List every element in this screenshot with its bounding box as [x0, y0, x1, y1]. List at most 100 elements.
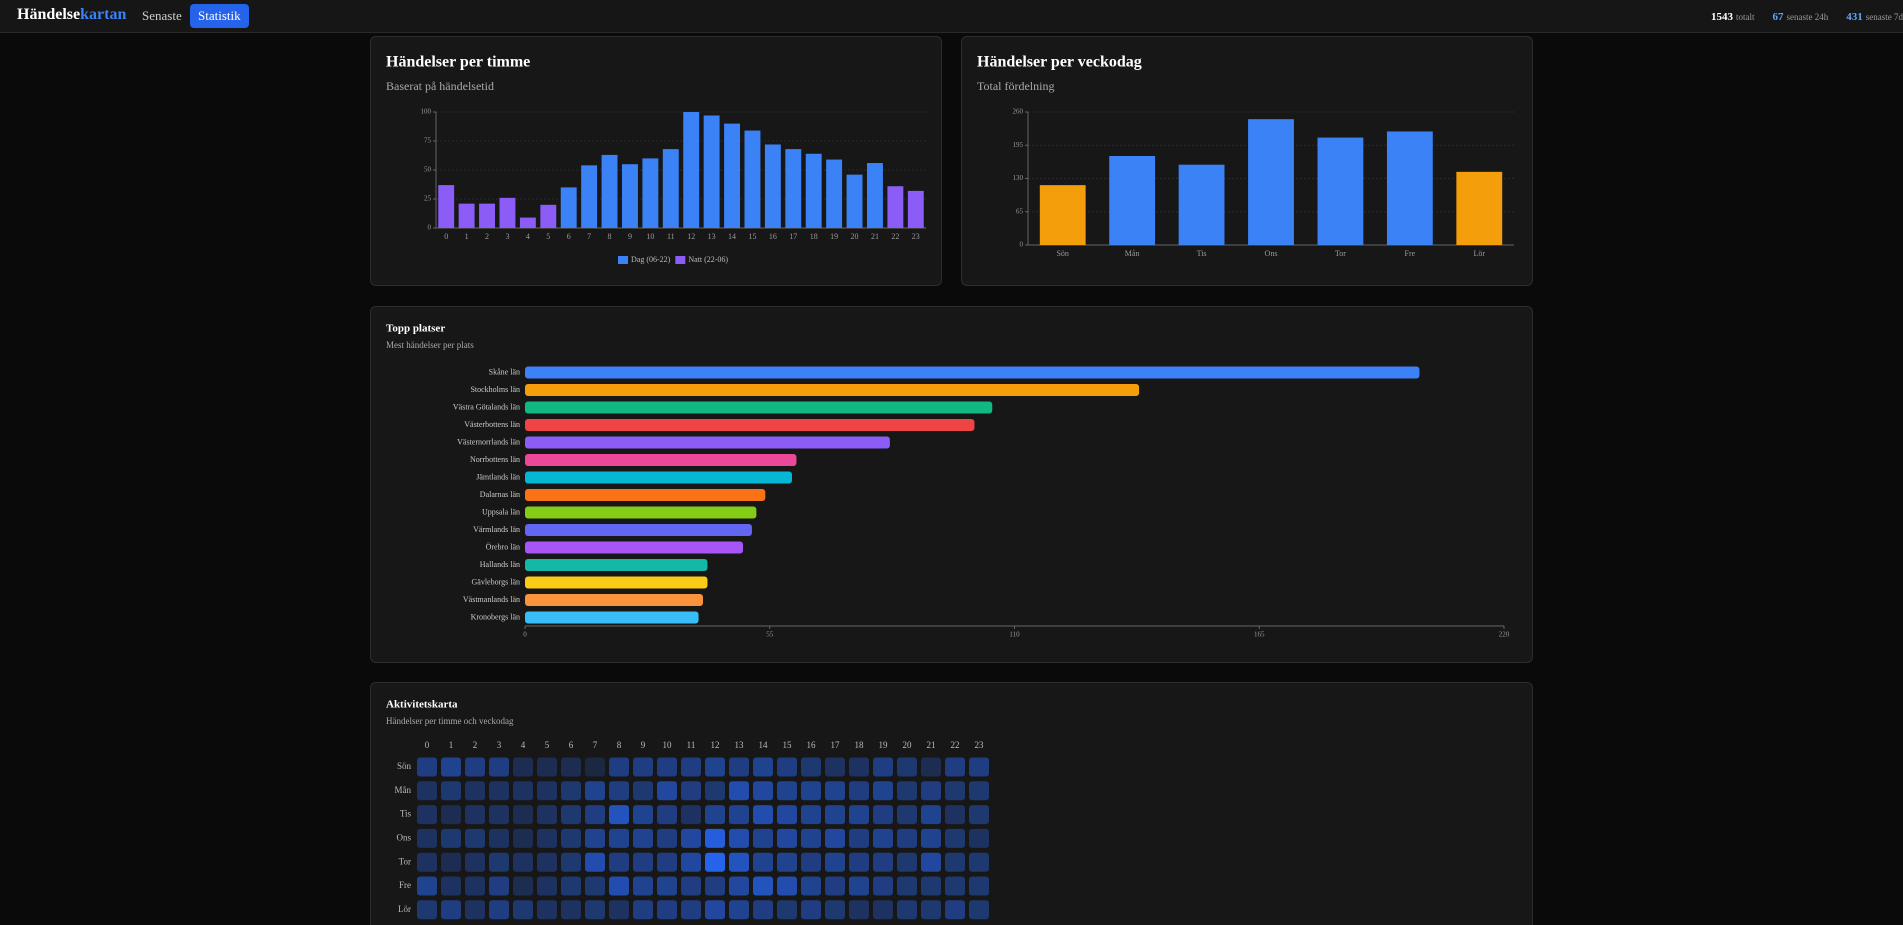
heat-cell: [921, 900, 941, 920]
heat-cell: [465, 900, 485, 920]
heat-cell: [849, 805, 869, 825]
heat-cell: [969, 876, 989, 896]
heat-cell: [513, 805, 533, 825]
heat-cell: [825, 852, 845, 872]
x-tick-label: 110: [1009, 631, 1020, 639]
heat-cell: [777, 781, 797, 801]
heat-cell: [969, 781, 989, 801]
bar: [525, 384, 1140, 396]
chart-subtitle: Händelser per timme och veckodag: [386, 716, 514, 726]
bar: [764, 144, 781, 228]
heat-cell: [825, 876, 845, 896]
nav-link[interactable]: Senaste: [142, 8, 182, 23]
heat-cell: [633, 828, 653, 848]
heat-cell: [681, 805, 701, 825]
bar: [525, 541, 744, 554]
stat: 431 senaste 7d: [1846, 11, 1903, 23]
bar: [1039, 185, 1086, 245]
x-tick-label: Ons: [1265, 249, 1278, 258]
bar: [785, 149, 802, 228]
bar: [438, 185, 455, 228]
x-tick-label: 19: [830, 232, 838, 241]
heat-cell: [705, 828, 725, 848]
bar: [1248, 119, 1294, 245]
heat-cell: [729, 876, 749, 896]
y-tick-label: Gävleborgs län: [471, 577, 520, 586]
column-label: 19: [879, 740, 889, 750]
heat-cell: [657, 852, 677, 872]
heat-cell: [417, 781, 437, 801]
y-tick-label: Örebro län: [486, 542, 520, 551]
heat-cell: [537, 900, 557, 920]
heat-cell: [729, 828, 749, 848]
x-tick-label: 55: [766, 631, 774, 639]
x-tick-label: 3: [505, 232, 509, 241]
row-label: Lör: [398, 904, 411, 914]
heat-cell: [801, 828, 821, 848]
brand-text: Händelse: [17, 6, 81, 23]
top-bar: Händelsekartan Senaste Statistik 1543 tot…: [0, 0, 1903, 33]
brand[interactable]: Händelsekartan: [17, 6, 126, 24]
bar: [519, 217, 536, 228]
x-tick-label: 12: [687, 232, 695, 241]
bar: [1109, 155, 1156, 245]
heat-cell: [609, 828, 629, 848]
heat-cell: [513, 876, 533, 896]
heat-cell: [585, 876, 605, 896]
nav-link-active[interactable]: Statistik: [190, 4, 249, 28]
heat-cell: [513, 781, 533, 801]
y-tick-label: 25: [424, 195, 432, 203]
heat-cell: [897, 900, 917, 920]
heat-cell: [561, 876, 581, 896]
heat-cell: [417, 757, 437, 777]
heat-cell: [753, 852, 773, 872]
heat-cell: [561, 900, 581, 920]
heat-cell: [489, 805, 509, 825]
bar: [525, 471, 792, 484]
x-tick-label: 10: [646, 232, 654, 241]
heat-cell: [417, 852, 437, 872]
y-tick-label: Skåne län: [489, 367, 520, 376]
y-tick-label: Kronobergs län: [471, 612, 520, 621]
bar: [1178, 164, 1225, 245]
y-tick-label: Uppsala län: [482, 507, 520, 516]
heat-cell: [825, 781, 845, 801]
column-label: 9: [641, 740, 646, 750]
column-label: 12: [711, 740, 720, 750]
heat-cell: [681, 876, 701, 896]
x-tick-label: 21: [871, 232, 879, 241]
heat-cell: [633, 876, 653, 896]
x-tick-label: 5: [546, 232, 550, 241]
heat-cell: [873, 757, 893, 777]
heat-cell: [921, 757, 941, 777]
heat-cell: [801, 805, 821, 825]
bar: [581, 165, 598, 228]
x-tick-label: 2: [485, 232, 489, 241]
heat-cell: [585, 828, 605, 848]
heat-cell: [777, 876, 797, 896]
heat-cell: [561, 757, 581, 777]
heat-cell: [705, 852, 725, 872]
x-tick-label: 9: [628, 232, 632, 241]
heat-cell: [585, 900, 605, 920]
stats: 1543 totalt 67 senaste 24h 431 senaste 7d: [1711, 0, 1903, 33]
heat-cell: [561, 852, 581, 872]
heat-cell: [969, 757, 989, 777]
heat-cell: [873, 900, 893, 920]
heat-cell: [897, 805, 917, 825]
bar: [1386, 131, 1433, 245]
column-label: 3: [497, 740, 502, 750]
heat-cell: [801, 757, 821, 777]
heat-cell: [897, 757, 917, 777]
heat-cell: [633, 757, 653, 777]
chart-subtitle: Total fördelning: [977, 79, 1054, 93]
y-tick-label: Norrbottens län: [470, 455, 520, 464]
bar: [499, 197, 516, 228]
heat-cell: [849, 900, 869, 920]
heat-cell: [537, 876, 557, 896]
x-tick-label: Lör: [1474, 249, 1486, 258]
bar: [479, 203, 496, 228]
heat-cell: [969, 900, 989, 920]
heat-cell: [705, 900, 725, 920]
